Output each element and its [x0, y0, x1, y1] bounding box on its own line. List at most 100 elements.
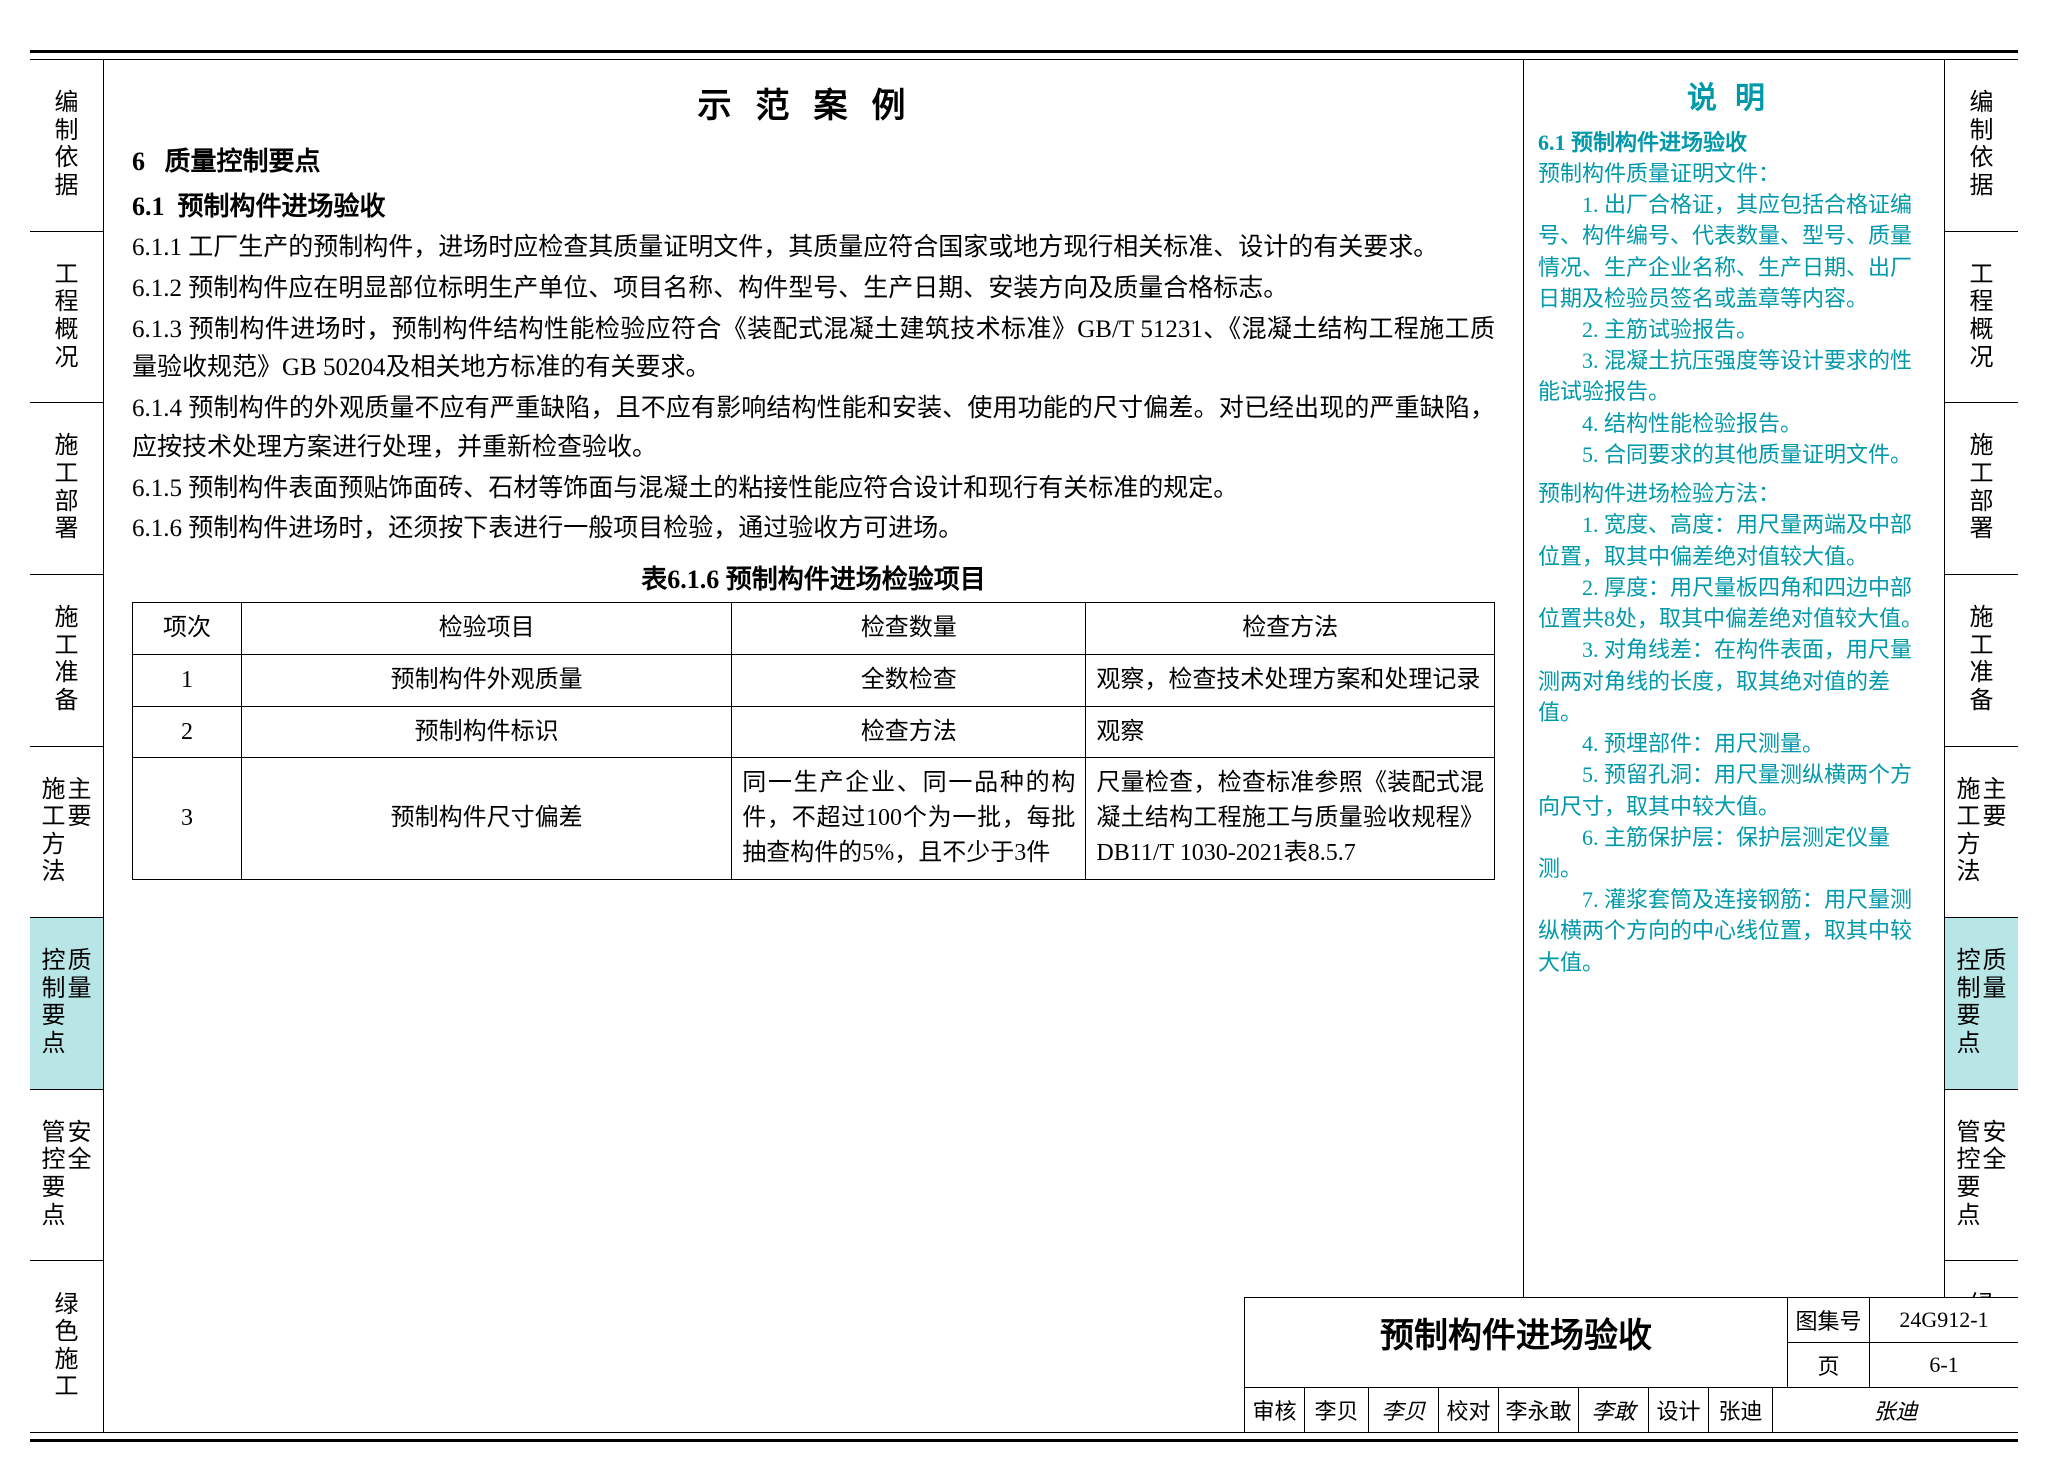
sidetab-2[interactable]: 施工部署 [1945, 403, 2018, 575]
sidetab-label-col1: 管控要点 [1957, 1120, 1981, 1230]
sidetab-label-col1: 控制要点 [42, 948, 66, 1058]
sidetab-7[interactable]: 绿色施工 [30, 1261, 103, 1432]
page-number: 6-1 [1870, 1346, 2018, 1384]
cell-method: 尺量检查，检查标准参照《装配式混凝土结构工程施工与质量验收规程》DB11/T 1… [1086, 758, 1495, 879]
sidetab-label-col1: 施工部署 [55, 433, 79, 543]
paragraph: 6.1.3 预制构件进场时，预制构件结构性能检验应符合《装配式混凝土建筑技术标准… [132, 311, 1495, 389]
sidetab-label-col2: 安全 [68, 1120, 92, 1230]
paragraph: 6.1.4 预制构件的外观质量不应有严重缺陷，且不应有影响结构性能和安装、使用功… [132, 390, 1495, 468]
main-column: 示范案例 6 质量控制要点 6.1 预制构件进场验收 6.1.1 工厂生产的预制… [104, 60, 1524, 1432]
table-header-row: 项次检验项目检查数量检查方法 [133, 603, 1495, 655]
paragraph: 6.1.5 预制构件表面预贴饰面砖、石材等饰面与混凝土的粘接性能应符合设计和现行… [132, 470, 1495, 509]
set-label: 图集号 [1788, 1298, 1870, 1342]
table-header-cell: 检验项目 [241, 603, 731, 655]
notes-item: 1. 出厂合格证，其应包括合格证编号、构件编号、代表数量、型号、质量情况、生产企… [1538, 189, 1932, 314]
cell-method: 观察，检查技术处理方案和处理记录 [1086, 654, 1495, 706]
cell-index: 2 [133, 706, 242, 758]
paragraph: 6.1.6 预制构件进场时，还须按下表进行一般项目检验，通过验收方可进场。 [132, 510, 1495, 549]
page-frame: 编制依据工程概况施工部署施工准备施工方法主要控制要点质量管控要点安全绿色施工 示… [30, 50, 2018, 1442]
sidetab-6[interactable]: 管控要点安全 [30, 1090, 103, 1262]
notes-item: 3. 对角线差：在构件表面，用尺量测两对角线的长度，取其绝对值的差值。 [1538, 634, 1932, 728]
inspection-table: 项次检验项目检查数量检查方法 1预制构件外观质量全数检查观察，检查技术处理方案和… [132, 602, 1495, 880]
design-name: 张迪 [1709, 1388, 1773, 1432]
sidetab-5[interactable]: 控制要点质量 [1945, 918, 2018, 1090]
sidetab-label-col2: 安全 [1983, 1120, 2007, 1230]
sidetab-0[interactable]: 编制依据 [1945, 60, 2018, 232]
sidetab-label-col1: 编制依据 [1970, 90, 1994, 200]
notes-item: 4. 预埋部件：用尺测量。 [1538, 728, 1932, 759]
cell-qty: 全数检查 [732, 654, 1086, 706]
notes-item: 7. 灌浆套筒及连接钢筋：用尺量测纵横两个方向的中心线位置，取其中较大值。 [1538, 884, 1932, 978]
paragraph: 6.1.2 预制构件应在明显部位标明生产单位、项目名称、构件型号、生产日期、安装… [132, 270, 1495, 309]
sidetab-label-col1: 工程概况 [1970, 262, 1994, 372]
title-block: 预制构件进场验收 图集号 24G912-1 页 6-1 [1244, 1297, 2018, 1432]
notes-group2: 1. 宽度、高度：用尺量两端及中部位置，取其中偏差绝对值较大值。2. 厚度：用尺… [1538, 509, 1932, 978]
sidetab-label-col1: 施工方法 [42, 777, 66, 887]
page-frame-inner: 编制依据工程概况施工部署施工准备施工方法主要控制要点质量管控要点安全绿色施工 示… [30, 59, 2018, 1433]
table-row: 2预制构件标识检查方法观察 [133, 706, 1495, 758]
notes-group1-head: 预制构件质量证明文件： [1538, 158, 1932, 189]
cell-qty: 检查方法 [732, 706, 1086, 758]
table-header-cell: 项次 [133, 603, 242, 655]
review-name: 李贝 [1305, 1388, 1369, 1432]
notes-item: 2. 厚度：用尺量板四角和四边中部位置共8处，取其中偏差绝对值较大值。 [1538, 572, 1932, 634]
design-label: 设计 [1649, 1388, 1709, 1432]
notes-group1: 1. 出厂合格证，其应包括合格证编号、构件编号、代表数量、型号、质量情况、生产企… [1538, 189, 1932, 470]
sidetab-1[interactable]: 工程概况 [1945, 232, 2018, 404]
sidetab-label-col1: 编制依据 [55, 90, 79, 200]
notes-item: 3. 混凝土抗压强度等设计要求的性能试验报告。 [1538, 345, 1932, 407]
notes-item: 6. 主筋保护层：保护层测定仪量测。 [1538, 822, 1932, 884]
table-header-cell: 检查方法 [1086, 603, 1495, 655]
review-signature: 李贝 [1369, 1388, 1439, 1432]
cell-item: 预制构件外观质量 [241, 654, 731, 706]
sidetab-1[interactable]: 工程概况 [30, 232, 103, 404]
sidetab-3[interactable]: 施工准备 [1945, 575, 2018, 747]
sidetab-2[interactable]: 施工部署 [30, 403, 103, 575]
cell-index: 1 [133, 654, 242, 706]
sidetab-0[interactable]: 编制依据 [30, 60, 103, 232]
design-signature: 张迪 [1773, 1388, 2018, 1432]
cell-method: 观察 [1086, 706, 1495, 758]
notes-item: 4. 结构性能检验报告。 [1538, 408, 1932, 439]
subsection-heading: 6.1 预制构件进场验收 [132, 186, 1495, 223]
sidetab-label-col1: 施工部署 [1970, 433, 1994, 543]
check-name: 李永敢 [1499, 1388, 1579, 1432]
cell-qty: 同一生产企业、同一品种的构件，不超过100个为一批，每批抽查构件的5%，且不少于… [732, 758, 1086, 879]
page-label: 页 [1788, 1343, 1870, 1387]
sidetabs-left: 编制依据工程概况施工部署施工准备施工方法主要控制要点质量管控要点安全绿色施工 [30, 60, 104, 1432]
cell-index: 3 [133, 758, 242, 879]
sidetab-4[interactable]: 施工方法主要 [1945, 747, 2018, 919]
notes-title: 说明 [1538, 78, 1932, 121]
doc-title: 示范案例 [132, 78, 1495, 127]
sidetab-label-col1: 管控要点 [42, 1120, 66, 1230]
sidetab-4[interactable]: 施工方法主要 [30, 747, 103, 919]
table-body: 1预制构件外观质量全数检查观察，检查技术处理方案和处理记录2预制构件标识检查方法… [133, 654, 1495, 879]
sidetab-label-col2: 主要 [1983, 777, 2007, 887]
table-row: 3预制构件尺寸偏差同一生产企业、同一品种的构件，不超过100个为一批，每批抽查构… [133, 758, 1495, 879]
sidetab-label-col1: 施工准备 [55, 605, 79, 715]
notes-item: 5. 合同要求的其他质量证明文件。 [1538, 439, 1932, 470]
notes-item: 5. 预留孔洞：用尺量测纵横两个方向尺寸，取其中较大值。 [1538, 759, 1932, 821]
paragraph: 6.1.1 工厂生产的预制构件，进场时应检查其质量证明文件，其质量应符合国家或地… [132, 229, 1495, 268]
cell-item: 预制构件标识 [241, 706, 731, 758]
sidetabs-right: 编制依据工程概况施工部署施工准备施工方法主要控制要点质量管控要点安全绿色施工 [1944, 60, 2018, 1432]
middle: 示范案例 6 质量控制要点 6.1 预制构件进场验收 6.1.1 工厂生产的预制… [104, 60, 1944, 1432]
table-title: 表6.1.6 预制构件进场检验项目 [132, 559, 1495, 596]
check-label: 校对 [1439, 1388, 1499, 1432]
titleblock-title: 预制构件进场验收 [1245, 1298, 1788, 1387]
review-label: 审核 [1245, 1388, 1305, 1432]
sidetab-5[interactable]: 控制要点质量 [30, 918, 103, 1090]
cell-item: 预制构件尺寸偏差 [241, 758, 731, 879]
sidetab-label-col1: 工程概况 [55, 262, 79, 372]
sidetab-3[interactable]: 施工准备 [30, 575, 103, 747]
table-header-cell: 检查数量 [732, 603, 1086, 655]
notes-section-head: 6.1 预制构件进场验收 [1538, 127, 1932, 158]
section-heading: 6 质量控制要点 [132, 141, 1495, 178]
check-signature: 李敢 [1579, 1388, 1649, 1432]
sidetab-6[interactable]: 管控要点安全 [1945, 1090, 2018, 1262]
notes-column: 说明 6.1 预制构件进场验收 预制构件质量证明文件： 1. 出厂合格证，其应包… [1524, 60, 1944, 1432]
table-row: 1预制构件外观质量全数检查观察，检查技术处理方案和处理记录 [133, 654, 1495, 706]
signature-row: 审核 李贝 李贝 校对 李永敢 李敢 设计 张迪 张迪 [1245, 1388, 2018, 1432]
sidetab-label-col1: 施工准备 [1970, 605, 1994, 715]
sidetab-label-col2: 质量 [1983, 948, 2007, 1058]
